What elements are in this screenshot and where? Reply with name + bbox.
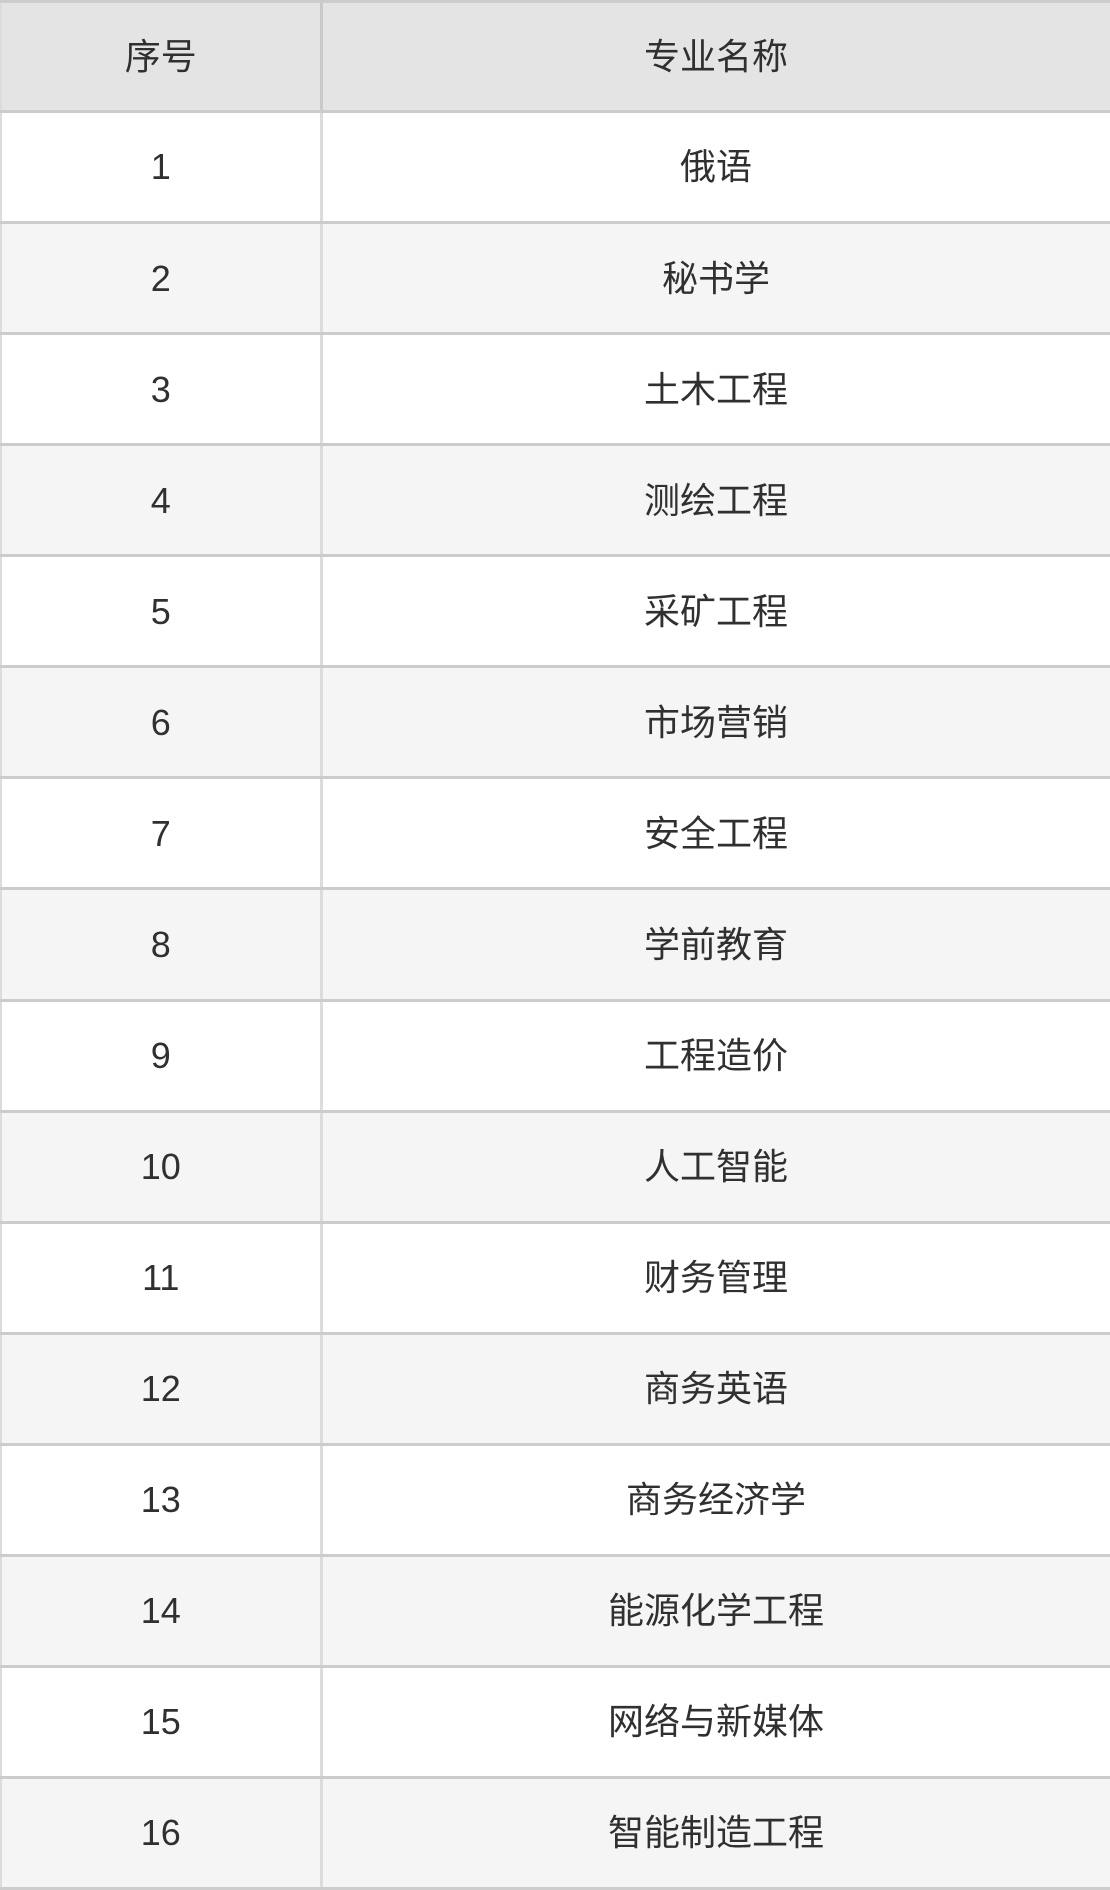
table-row: 13 商务经济学 [1,1442,1110,1557]
major-name: 秘书学 [321,221,1110,336]
row-index: 11 [1,1220,323,1335]
row-index: 16 [1,1775,323,1890]
row-index: 13 [1,1442,323,1557]
table-row: 16 智能制造工程 [1,1775,1110,1890]
row-index: 15 [1,1664,323,1779]
table-row: 14 能源化学工程 [1,1553,1110,1668]
table-row: 10 人工智能 [1,1109,1110,1224]
table-row: 12 商务英语 [1,1331,1110,1446]
row-index: 1 [1,109,323,225]
table-row: 15 网络与新媒体 [1,1664,1110,1779]
row-index: 9 [1,998,323,1113]
table-row: 11 财务管理 [1,1220,1110,1335]
major-name: 土木工程 [321,332,1110,447]
table-row: 4 测绘工程 [1,443,1110,558]
table-body: 1 俄语 2 秘书学 3 土木工程 4 测绘工程 5 采矿工程 6 市场营销 7… [1,109,1110,1890]
row-index: 4 [1,443,323,558]
major-name: 测绘工程 [321,443,1110,558]
major-name: 采矿工程 [321,554,1110,669]
table-row: 8 学前教育 [1,887,1110,1002]
table-row: 3 土木工程 [1,332,1110,447]
major-name: 学前教育 [321,887,1110,1002]
table-row: 1 俄语 [1,109,1110,225]
major-name: 商务经济学 [321,1442,1110,1557]
major-name: 市场营销 [321,665,1110,780]
row-index: 10 [1,1109,323,1224]
header-cell-index: 序号 [1,0,323,113]
row-index: 14 [1,1553,323,1668]
major-name: 人工智能 [321,1109,1110,1224]
major-name: 财务管理 [321,1220,1110,1335]
row-index: 2 [1,221,323,336]
row-index: 7 [1,776,323,891]
row-index: 8 [1,887,323,1002]
table-row: 7 安全工程 [1,776,1110,891]
header-cell-major: 专业名称 [321,0,1110,113]
row-index: 5 [1,554,323,669]
table-row: 6 市场营销 [1,665,1110,780]
row-index: 12 [1,1331,323,1446]
major-name: 网络与新媒体 [321,1664,1110,1779]
header-row: 序号 专业名称 [1,0,1110,113]
table-row: 9 工程造价 [1,998,1110,1113]
major-name: 商务英语 [321,1331,1110,1446]
table-header: 序号 专业名称 [1,0,1110,113]
major-name: 能源化学工程 [321,1553,1110,1668]
major-name: 安全工程 [321,776,1110,891]
table-row: 5 采矿工程 [1,554,1110,669]
major-name: 工程造价 [321,998,1110,1113]
major-name: 俄语 [321,109,1110,225]
row-index: 3 [1,332,323,447]
row-index: 6 [1,665,323,780]
table-row: 2 秘书学 [1,221,1110,336]
major-name: 智能制造工程 [321,1775,1110,1890]
